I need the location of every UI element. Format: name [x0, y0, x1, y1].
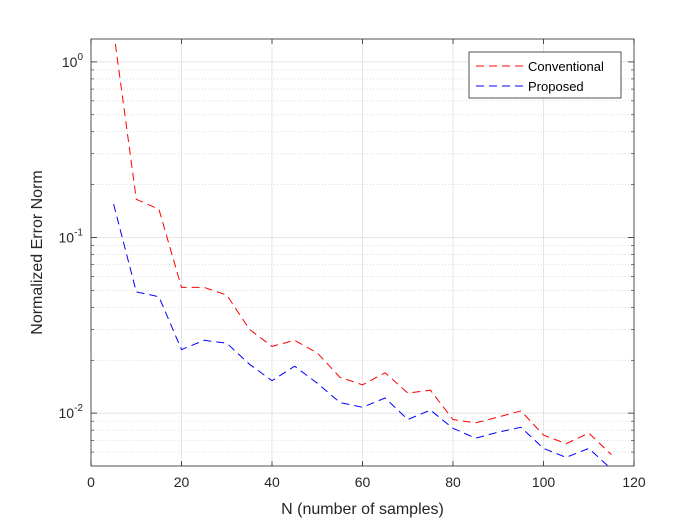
series-line-conventional: [114, 39, 612, 456]
x-tick-label: 0: [87, 474, 95, 490]
tick-labels: 0 20 40 60 80 100 120 10-2 10-1 100: [59, 52, 646, 490]
series-line-proposed: [113, 203, 609, 466]
x-tick-label: 100: [532, 474, 556, 490]
legend-box: [468, 51, 622, 99]
y-tick-label: 10-1: [59, 228, 84, 246]
x-tick-label: 20: [174, 474, 190, 490]
y-axis-label: Normalized Error Norm: [29, 170, 46, 334]
x-axis-label: N (number of samples): [281, 501, 444, 518]
x-tick-label: 120: [622, 474, 646, 490]
legend: Conventional Proposed: [468, 51, 622, 99]
series-group: [113, 39, 612, 466]
y-tick-label: 10-2: [59, 403, 84, 421]
y-tick-label: 100: [62, 52, 84, 70]
grid: [91, 39, 634, 466]
x-tick-label: 60: [355, 474, 371, 490]
x-tick-label: 80: [445, 474, 461, 490]
legend-label-conventional: Conventional: [528, 59, 604, 74]
axis-ticks: [90, 39, 635, 466]
x-tick-label: 40: [264, 474, 280, 490]
legend-label-proposed: Proposed: [528, 79, 584, 94]
